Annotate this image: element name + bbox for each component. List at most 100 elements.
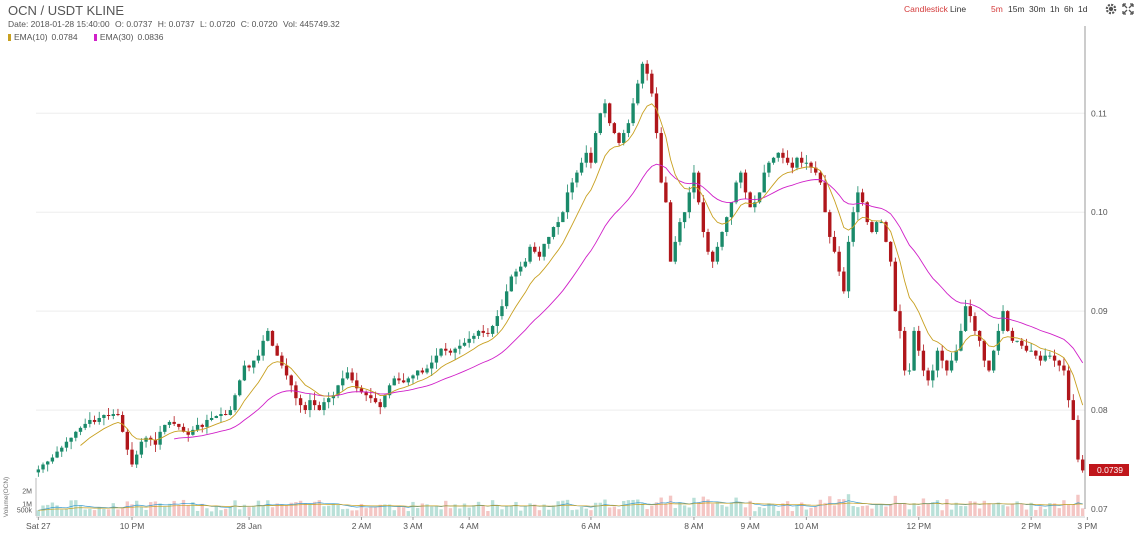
- volume-bar: [537, 510, 542, 516]
- candle-body: [327, 398, 331, 403]
- volume-bar: [734, 497, 738, 516]
- period-30m-button[interactable]: 30m: [1029, 4, 1046, 14]
- volume-bar: [870, 508, 874, 516]
- candle-body: [74, 431, 78, 438]
- volume-bar: [1001, 505, 1005, 516]
- ema30-value: 0.0836: [137, 32, 164, 42]
- candle-body: [696, 172, 701, 203]
- candle-body: [134, 454, 139, 465]
- candle-body: [78, 427, 83, 432]
- volume-bar: [345, 508, 350, 516]
- volume-bar: [692, 497, 696, 516]
- candle-body: [312, 400, 317, 406]
- volume-bar: [158, 503, 162, 516]
- chart-header: OCN / USDT KLINE Date: 2018-01-28 15:40:…: [0, 0, 1137, 44]
- volume-bar: [659, 497, 663, 516]
- candle-body: [514, 271, 518, 277]
- candle-body: [406, 378, 410, 383]
- period-1d-button[interactable]: 1d: [1078, 4, 1088, 14]
- candle-body: [280, 355, 284, 366]
- period-15m-button[interactable]: 15m: [1008, 4, 1025, 14]
- candle-body: [181, 426, 186, 432]
- volume-bar: [996, 502, 1001, 516]
- candle-body: [828, 212, 832, 237]
- volume-bar: [762, 508, 766, 516]
- x-tick-label: 10 AM: [794, 521, 818, 531]
- candle-body: [888, 241, 893, 262]
- volume-bar: [294, 502, 298, 516]
- volume-bar: [195, 510, 200, 516]
- volume-tick-label: 2M: [22, 489, 32, 496]
- period-1h-button[interactable]: 1h: [1050, 4, 1060, 14]
- candle-body: [233, 395, 237, 411]
- axes: 0.11 0.10 0.09 0.08 0.07 Sat 27 10 PM 28 Jan 2 A…: [3, 26, 1108, 531]
- candle-body: [50, 457, 55, 462]
- volume-bar: [36, 510, 41, 516]
- volume-bar: [149, 502, 153, 516]
- volume-bar: [1071, 504, 1075, 516]
- volume-bar: [565, 499, 570, 516]
- candle-body: [163, 424, 167, 432]
- volume-bar: [645, 509, 649, 516]
- volume-bar: [359, 503, 364, 516]
- candle-body: [692, 172, 696, 193]
- volume-bar: [401, 507, 406, 516]
- candle-body: [1076, 419, 1080, 460]
- candle-body: [809, 162, 813, 168]
- candle-body: [401, 380, 406, 383]
- candle-body: [191, 429, 195, 435]
- volume-bar: [729, 502, 734, 516]
- gear-icon[interactable]: [1104, 2, 1118, 16]
- volume-bar: [364, 508, 368, 516]
- volume-bar: [968, 501, 972, 516]
- volume-bar: [177, 504, 181, 516]
- chart-type-line-button[interactable]: Line: [950, 4, 967, 14]
- ema-lines: [38, 103, 1084, 511]
- candle-body: [415, 370, 420, 376]
- volume-bar: [1010, 503, 1015, 516]
- candle-body: [973, 316, 977, 331]
- candle-body: [753, 202, 757, 208]
- volume-bar: [668, 495, 673, 516]
- candle-body: [195, 424, 200, 430]
- candle-body: [682, 212, 687, 223]
- candle-body: [589, 152, 593, 163]
- period-5m-button[interactable]: 5m: [991, 4, 1003, 14]
- candle-body: [92, 419, 97, 422]
- candlesticks: [36, 60, 1085, 477]
- candle-body: [706, 231, 710, 252]
- period-6h-button[interactable]: 6h: [1064, 4, 1074, 14]
- candle-body: [55, 451, 59, 458]
- candle-body: [125, 431, 130, 450]
- volume-bar: [55, 505, 59, 516]
- open-readout: O: 0.0737: [114, 19, 153, 29]
- candle-body: [804, 162, 809, 164]
- candle-body: [69, 437, 73, 442]
- volume-bar: [261, 506, 265, 516]
- candle-body: [603, 103, 607, 114]
- volume-bar: [533, 504, 537, 516]
- chart-type-candlestick-button[interactable]: Candlestick: [904, 4, 948, 14]
- fullscreen-icon[interactable]: [1121, 2, 1135, 16]
- candle-body: [430, 362, 434, 369]
- candle-body: [734, 182, 738, 203]
- volume-bar: [612, 506, 617, 516]
- volume-bar: [701, 496, 706, 516]
- candle-body: [167, 421, 172, 425]
- candle-body: [556, 222, 560, 228]
- volume-bar: [355, 510, 359, 516]
- candle-body: [317, 405, 322, 411]
- candle-body: [111, 414, 115, 416]
- volume-bar: [1076, 494, 1080, 516]
- candle-body: [743, 172, 748, 193]
- candle-body: [373, 398, 378, 403]
- ema10-value: 0.0784: [51, 32, 78, 42]
- volume-bar: [991, 503, 996, 516]
- volume-bar: [636, 499, 640, 516]
- volume-bar: [209, 511, 214, 516]
- candle-body: [1043, 355, 1047, 361]
- volume-bar: [130, 504, 134, 516]
- volume-bar: [837, 499, 841, 516]
- volume-bar: [935, 500, 940, 516]
